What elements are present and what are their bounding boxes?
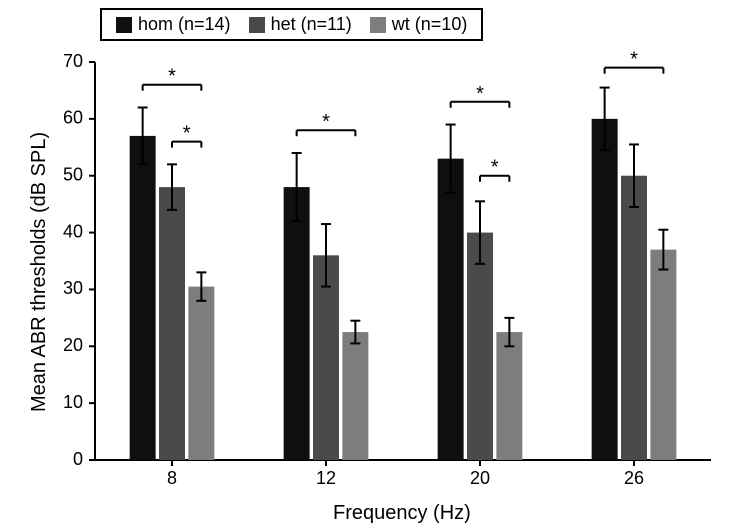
legend-item-hom: hom (n=14) xyxy=(116,14,231,35)
legend-item-wt: wt (n=10) xyxy=(370,14,468,35)
bar-het xyxy=(159,187,185,460)
significance-marker: * xyxy=(476,83,484,105)
bar-hom xyxy=(284,187,310,460)
y-tick-label: 70 xyxy=(63,51,83,71)
x-tick-label: 26 xyxy=(624,468,644,488)
bar-het xyxy=(467,233,493,460)
abr-threshold-chart: hom (n=14) het (n=11) wt (n=10) Mean ABR t… xyxy=(0,0,751,531)
bar-wt xyxy=(188,287,214,460)
legend-item-het: het (n=11) xyxy=(249,14,352,35)
significance-marker: * xyxy=(630,49,638,71)
legend-swatch xyxy=(116,17,132,33)
significance-marker: * xyxy=(168,66,176,88)
x-tick-label: 20 xyxy=(470,468,490,488)
x-axis-label: Frequency (Hz) xyxy=(333,502,471,525)
bar-wt xyxy=(496,332,522,460)
y-tick-label: 30 xyxy=(63,278,83,298)
significance-marker: * xyxy=(491,157,499,179)
y-tick-label: 60 xyxy=(63,108,83,128)
bar-het xyxy=(621,176,647,460)
legend-label: hom (n=14) xyxy=(138,14,231,35)
legend-label: wt (n=10) xyxy=(392,14,468,35)
legend-label: het (n=11) xyxy=(271,14,352,35)
bar-hom xyxy=(130,136,156,460)
legend-swatch xyxy=(370,17,386,33)
x-tick-label: 8 xyxy=(167,468,177,488)
bar-wt xyxy=(342,332,368,460)
significance-marker: * xyxy=(183,123,191,145)
y-axis-label: Mean ABR thresholds (dB SPL) xyxy=(28,132,51,412)
chart-svg: 0 10 20 30 40 50 60 70 8 12 20 26 * * * * * * xyxy=(0,0,751,531)
legend-swatch xyxy=(249,17,265,33)
bar-wt xyxy=(650,250,676,460)
y-tick-label: 10 xyxy=(63,392,83,412)
y-tick-label: 0 xyxy=(73,449,83,469)
significance-marker: * xyxy=(322,111,330,133)
y-tick-label: 50 xyxy=(63,164,83,184)
x-tick-label: 12 xyxy=(316,468,336,488)
y-tick-label: 20 xyxy=(63,335,83,355)
legend: hom (n=14) het (n=11) wt (n=10) xyxy=(100,8,483,41)
bar-hom xyxy=(592,119,618,460)
y-tick-label: 40 xyxy=(63,221,83,241)
bar-hom xyxy=(438,159,464,460)
